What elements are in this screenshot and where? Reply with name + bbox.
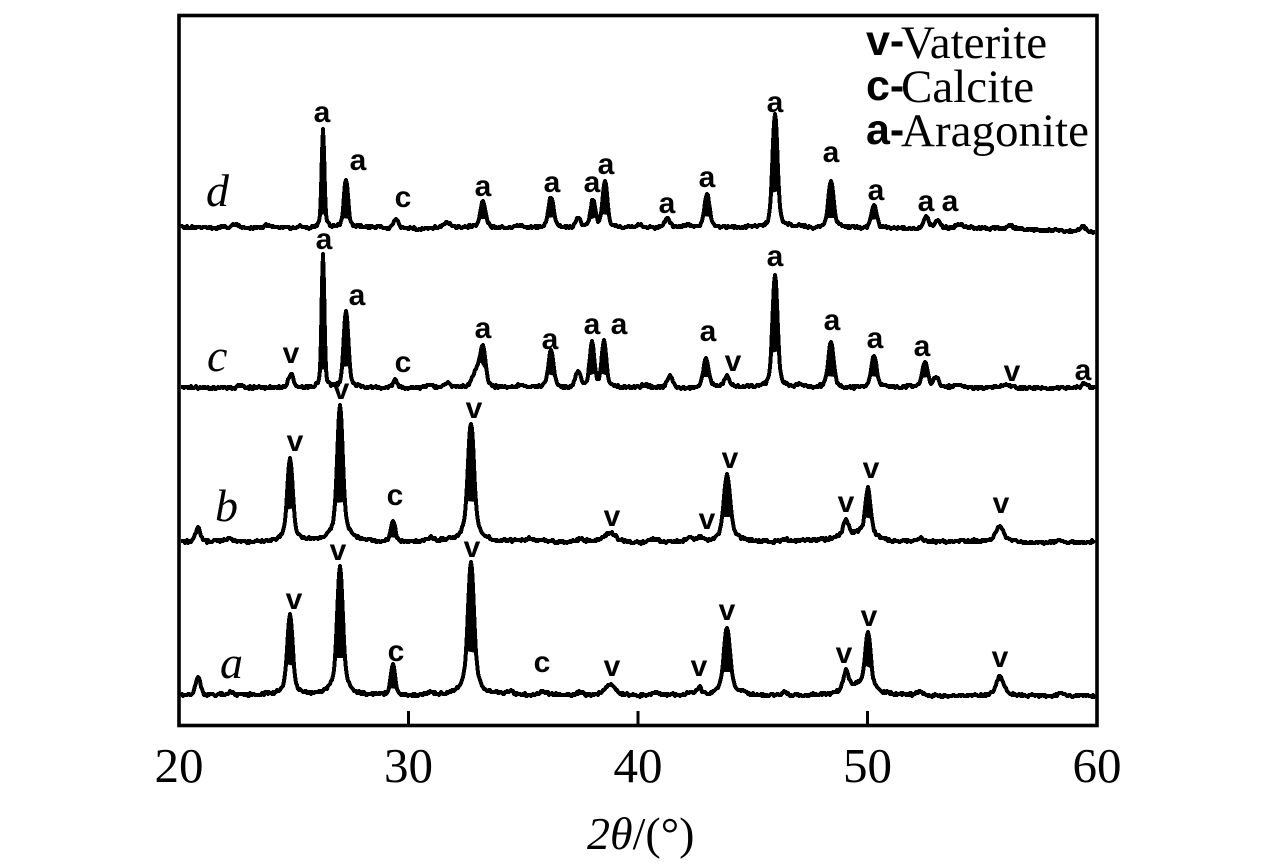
- svg-text:v: v: [283, 337, 300, 370]
- svg-text:a: a: [475, 312, 492, 345]
- svg-text:c: c: [534, 646, 551, 679]
- svg-text:a: a: [611, 308, 628, 341]
- svg-text:a: a: [700, 315, 717, 348]
- svg-text:v: v: [725, 345, 742, 378]
- svg-text:a: a: [544, 166, 561, 199]
- svg-text:a: a: [350, 144, 367, 177]
- svg-text:v: v: [838, 486, 855, 519]
- svg-text:v: v: [330, 534, 347, 567]
- svg-text:30: 30: [384, 738, 433, 793]
- svg-text:v: v: [466, 392, 483, 425]
- svg-text:a: a: [767, 240, 784, 273]
- svg-text:c: c: [387, 479, 404, 512]
- svg-text:a: a: [914, 330, 931, 363]
- svg-text:a-: a-: [866, 106, 904, 154]
- svg-text:a: a: [1075, 354, 1092, 387]
- svg-text:a: a: [867, 322, 884, 355]
- svg-text:c: c: [207, 330, 227, 381]
- svg-text:d: d: [206, 165, 230, 216]
- svg-text:a: a: [584, 308, 601, 341]
- svg-text:a: a: [584, 166, 601, 199]
- svg-text:c: c: [395, 346, 412, 379]
- svg-text:20: 20: [155, 738, 204, 793]
- svg-text:Aragonite: Aragonite: [901, 105, 1089, 157]
- svg-text:a: a: [475, 170, 492, 203]
- svg-text:v: v: [333, 373, 350, 406]
- svg-text:a: a: [598, 148, 615, 181]
- svg-text:v: v: [719, 594, 736, 627]
- svg-text:b: b: [215, 480, 238, 531]
- svg-text:v: v: [286, 583, 303, 616]
- svg-text:v: v: [863, 452, 880, 485]
- svg-text:v-: v-: [866, 17, 904, 65]
- svg-text:v: v: [722, 442, 739, 475]
- svg-text:a: a: [542, 323, 559, 356]
- svg-text:a: a: [767, 86, 784, 119]
- svg-text:v: v: [993, 487, 1010, 520]
- svg-text:a: a: [316, 223, 333, 256]
- svg-text:Vaterite: Vaterite: [901, 17, 1047, 69]
- svg-text:v: v: [604, 650, 621, 683]
- svg-text:v: v: [992, 641, 1009, 674]
- svg-text:a: a: [868, 174, 885, 207]
- svg-text:a: a: [918, 185, 935, 218]
- svg-text:a: a: [314, 96, 331, 129]
- svg-text:a: a: [220, 637, 243, 688]
- svg-text:v: v: [464, 531, 481, 564]
- svg-text:a: a: [823, 136, 840, 169]
- svg-text:60: 60: [1073, 738, 1122, 793]
- svg-text:a: a: [942, 185, 959, 218]
- svg-text:v: v: [861, 600, 878, 633]
- svg-text:a: a: [349, 279, 366, 312]
- svg-text:c: c: [388, 635, 405, 668]
- svg-text:a: a: [824, 304, 841, 337]
- svg-text:Calcite: Calcite: [901, 61, 1034, 113]
- svg-text:v: v: [691, 650, 708, 683]
- svg-text:40: 40: [614, 738, 663, 793]
- svg-text:2θ/(°): 2θ/(°): [587, 808, 694, 859]
- svg-text:a: a: [699, 161, 716, 194]
- svg-text:c: c: [395, 181, 412, 214]
- svg-text:v: v: [1004, 355, 1021, 388]
- svg-text:v: v: [836, 637, 853, 670]
- svg-text:50: 50: [843, 738, 892, 793]
- svg-text:v: v: [699, 503, 716, 536]
- svg-text:v: v: [287, 425, 304, 458]
- svg-text:a: a: [659, 187, 676, 220]
- svg-text:v: v: [604, 500, 621, 533]
- svg-text:c-: c-: [866, 62, 904, 110]
